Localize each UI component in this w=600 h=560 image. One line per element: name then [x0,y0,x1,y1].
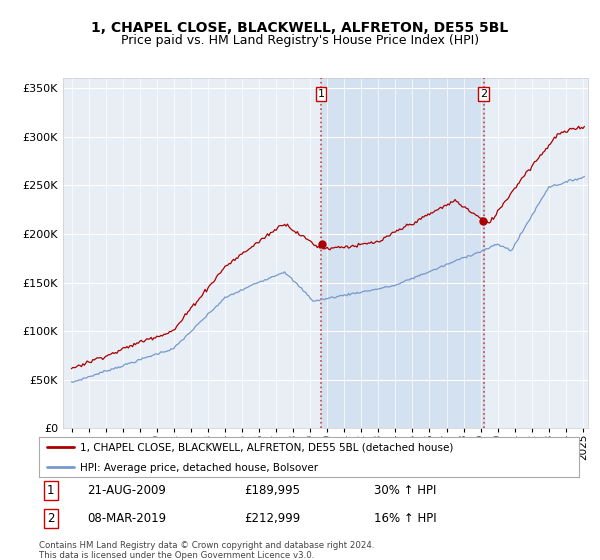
Text: 1: 1 [47,484,55,497]
Text: 1, CHAPEL CLOSE, BLACKWELL, ALFRETON, DE55 5BL: 1, CHAPEL CLOSE, BLACKWELL, ALFRETON, DE… [91,21,509,35]
Text: 1, CHAPEL CLOSE, BLACKWELL, ALFRETON, DE55 5BL (detached house): 1, CHAPEL CLOSE, BLACKWELL, ALFRETON, DE… [79,443,453,452]
Text: 16% ↑ HPI: 16% ↑ HPI [374,512,436,525]
Text: 2: 2 [480,89,487,99]
Text: 08-MAR-2019: 08-MAR-2019 [88,512,167,525]
Text: HPI: Average price, detached house, Bolsover: HPI: Average price, detached house, Bols… [79,463,317,473]
Text: 1: 1 [317,89,325,99]
Text: 21-AUG-2009: 21-AUG-2009 [88,484,166,497]
Text: 2: 2 [47,512,55,525]
Text: 30% ↑ HPI: 30% ↑ HPI [374,484,436,497]
Bar [321,78,484,428]
Text: Contains HM Land Registry data © Crown copyright and database right 2024.
This d: Contains HM Land Registry data © Crown c… [39,541,374,560]
Text: £189,995: £189,995 [244,484,300,497]
Text: Price paid vs. HM Land Registry's House Price Index (HPI): Price paid vs. HM Land Registry's House … [121,34,479,46]
Text: £212,999: £212,999 [244,512,301,525]
